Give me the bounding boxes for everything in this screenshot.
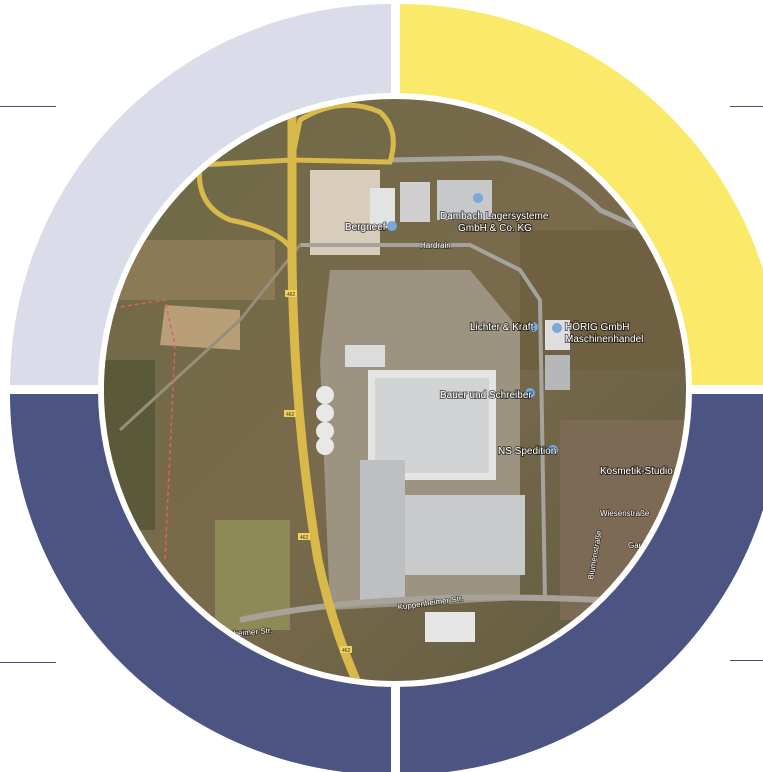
side-line-right-top [730, 106, 763, 107]
location-pin-icon[interactable] [473, 193, 483, 203]
svg-text:462: 462 [300, 535, 309, 541]
building-warehouse-2 [360, 460, 405, 600]
svg-text:462: 462 [342, 648, 351, 654]
street-label: Hardrain [420, 241, 451, 250]
road-shield: 462 [284, 410, 296, 418]
place-label[interactable]: NS Spedition [497, 445, 557, 458]
building-warehouse [395, 495, 525, 575]
road-shield: 462 [340, 646, 352, 654]
quadrant-top-left [10, 4, 391, 385]
place-label[interactable]: Bauer und Schreiber [439, 389, 533, 402]
building-shed [345, 345, 385, 367]
field-patch [160, 305, 240, 350]
silo [316, 404, 334, 422]
location-pin-icon[interactable] [525, 388, 535, 398]
place-label[interactable]: Maschinenhandel [564, 333, 644, 346]
place-label[interactable]: HÖRIG GmbH [564, 320, 630, 334]
location-pin-icon[interactable] [552, 323, 562, 333]
side-line-left-bottom [0, 662, 56, 663]
location-pin-icon[interactable] [528, 322, 538, 332]
place-label[interactable]: Lichter & Kraft [469, 321, 535, 334]
field-patch [310, 170, 380, 255]
svg-text:462: 462 [287, 292, 296, 298]
building-small [545, 355, 570, 390]
silo [316, 422, 334, 440]
highway-ramp [196, 157, 295, 252]
place-label[interactable]: Dambach Lagersysteme [439, 210, 550, 223]
silo [316, 437, 334, 455]
side-line-right-bottom [730, 660, 763, 661]
building-top [400, 182, 430, 222]
building-main-hall-roof [375, 378, 489, 473]
svg-text:462: 462 [286, 412, 295, 418]
place-label[interactable]: GmbH & Co. KG [457, 222, 533, 235]
boundary-line [104, 299, 176, 561]
street-label: Wiesenstraße [600, 509, 650, 518]
location-pin-icon[interactable] [387, 221, 397, 231]
place-label[interactable]: Kosmetik-Studio K [599, 465, 684, 478]
quadrant-bottom-right [400, 394, 763, 772]
building-small [425, 612, 475, 642]
side-line-left-top [0, 106, 56, 107]
road-shield: 462 [298, 533, 310, 541]
quadrant-top-right [400, 4, 763, 385]
silo [316, 386, 334, 404]
quadrant-bottom-left [10, 394, 391, 772]
road-shield: 462 [285, 290, 297, 298]
road [118, 244, 302, 432]
road [239, 594, 601, 623]
place-label[interactable]: Bergneef [344, 221, 387, 234]
road [300, 243, 547, 601]
highway-462 [287, 99, 375, 681]
building-top [437, 180, 492, 220]
road [389, 155, 686, 263]
highway-ramp [288, 102, 396, 165]
location-pin-icon[interactable] [548, 445, 558, 455]
